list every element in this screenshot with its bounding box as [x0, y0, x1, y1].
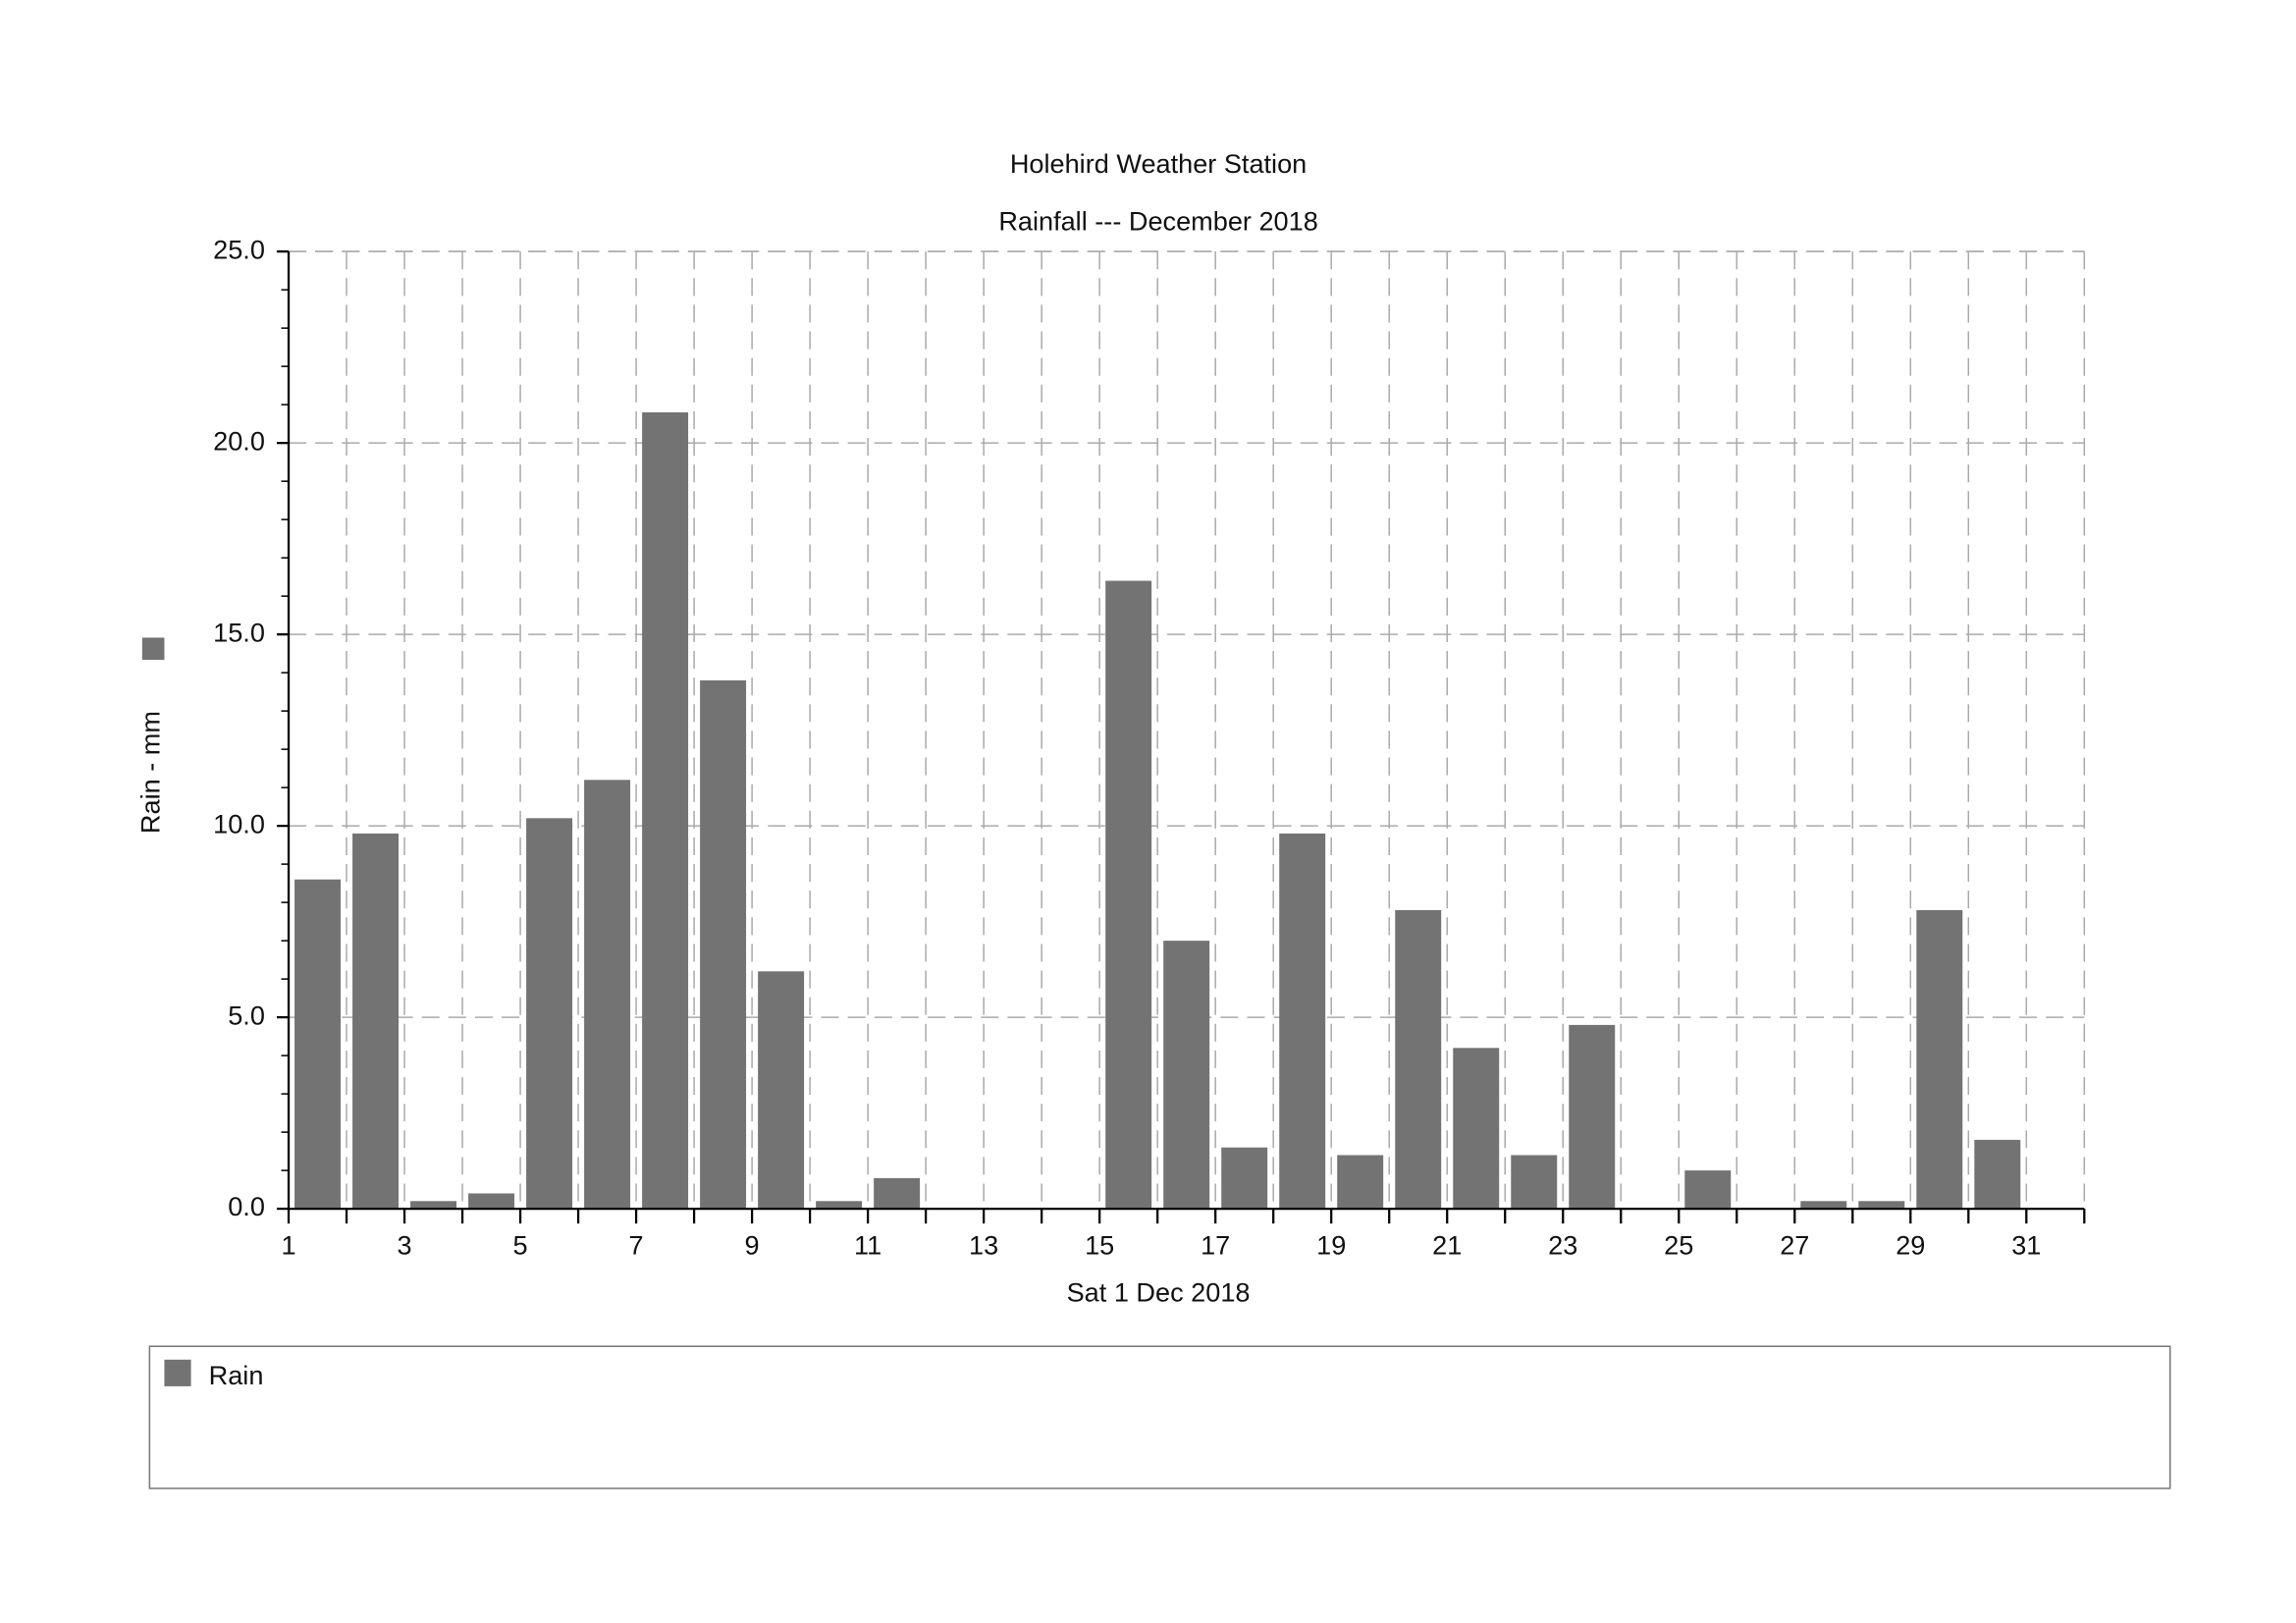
bar: [1974, 1139, 2021, 1210]
x-tick-label: 23: [1548, 1229, 1577, 1260]
y-axis-legend-swatch: [141, 637, 165, 661]
y-tick-label: 0.0: [228, 1191, 265, 1221]
x-tick-label: 15: [1085, 1229, 1114, 1260]
legend-swatch: [164, 1359, 191, 1386]
x-tick-label: 29: [1896, 1229, 1925, 1260]
y-tick-label: 20.0: [213, 425, 265, 456]
x-tick-label: 7: [629, 1229, 644, 1260]
bar: [1105, 580, 1152, 1210]
bar: [1221, 1147, 1268, 1210]
legend-box: [148, 1345, 2171, 1489]
y-tick-label: 10.0: [213, 808, 265, 839]
legend-label: Rain: [209, 1360, 264, 1390]
x-tick-label: 13: [969, 1229, 998, 1260]
bar: [816, 1201, 863, 1210]
x-tick-label: 31: [2011, 1229, 2041, 1260]
chart-subtitle: Rainfall --- December 2018: [998, 206, 1317, 237]
bar: [1453, 1048, 1500, 1210]
x-tick-label: 27: [1780, 1229, 1809, 1260]
bar: [1569, 1024, 1616, 1210]
bar: [294, 879, 342, 1210]
x-tick-label: 21: [1432, 1229, 1462, 1260]
bar: [874, 1177, 921, 1210]
bar: [584, 780, 631, 1210]
bar: [526, 818, 573, 1210]
bar: [468, 1193, 515, 1210]
x-tick-label: 9: [745, 1229, 760, 1260]
bar: [700, 679, 747, 1210]
x-tick-label: 5: [513, 1229, 528, 1260]
y-tick-label: 25.0: [213, 234, 265, 264]
bar: [1395, 909, 1442, 1210]
x-tick-label: 17: [1201, 1229, 1230, 1260]
bar: [352, 833, 400, 1210]
x-tick-label: 3: [398, 1229, 412, 1260]
chart-title: Holehird Weather Station: [1010, 148, 1307, 179]
bar: [1337, 1155, 1384, 1210]
y-tick-label: 15.0: [213, 617, 265, 647]
bar: [410, 1201, 457, 1210]
bar: [1511, 1155, 1558, 1210]
x-tick-label: 19: [1316, 1229, 1346, 1260]
y-axis-label: Rain - mm: [135, 711, 166, 834]
x-axis-label: Sat 1 Dec 2018: [1067, 1277, 1251, 1308]
bar: [1916, 909, 1963, 1210]
bar: [1858, 1201, 1905, 1210]
y-tick-label: 5.0: [228, 1000, 265, 1030]
x-tick-label: 1: [281, 1229, 295, 1260]
bar: [642, 411, 689, 1210]
bar: [1800, 1201, 1847, 1210]
bar: [1163, 941, 1210, 1210]
x-tick-label: 25: [1664, 1229, 1693, 1260]
bar: [1684, 1170, 1732, 1210]
x-tick-label: 11: [854, 1229, 881, 1260]
bar: [758, 971, 805, 1210]
bar: [1279, 833, 1326, 1210]
